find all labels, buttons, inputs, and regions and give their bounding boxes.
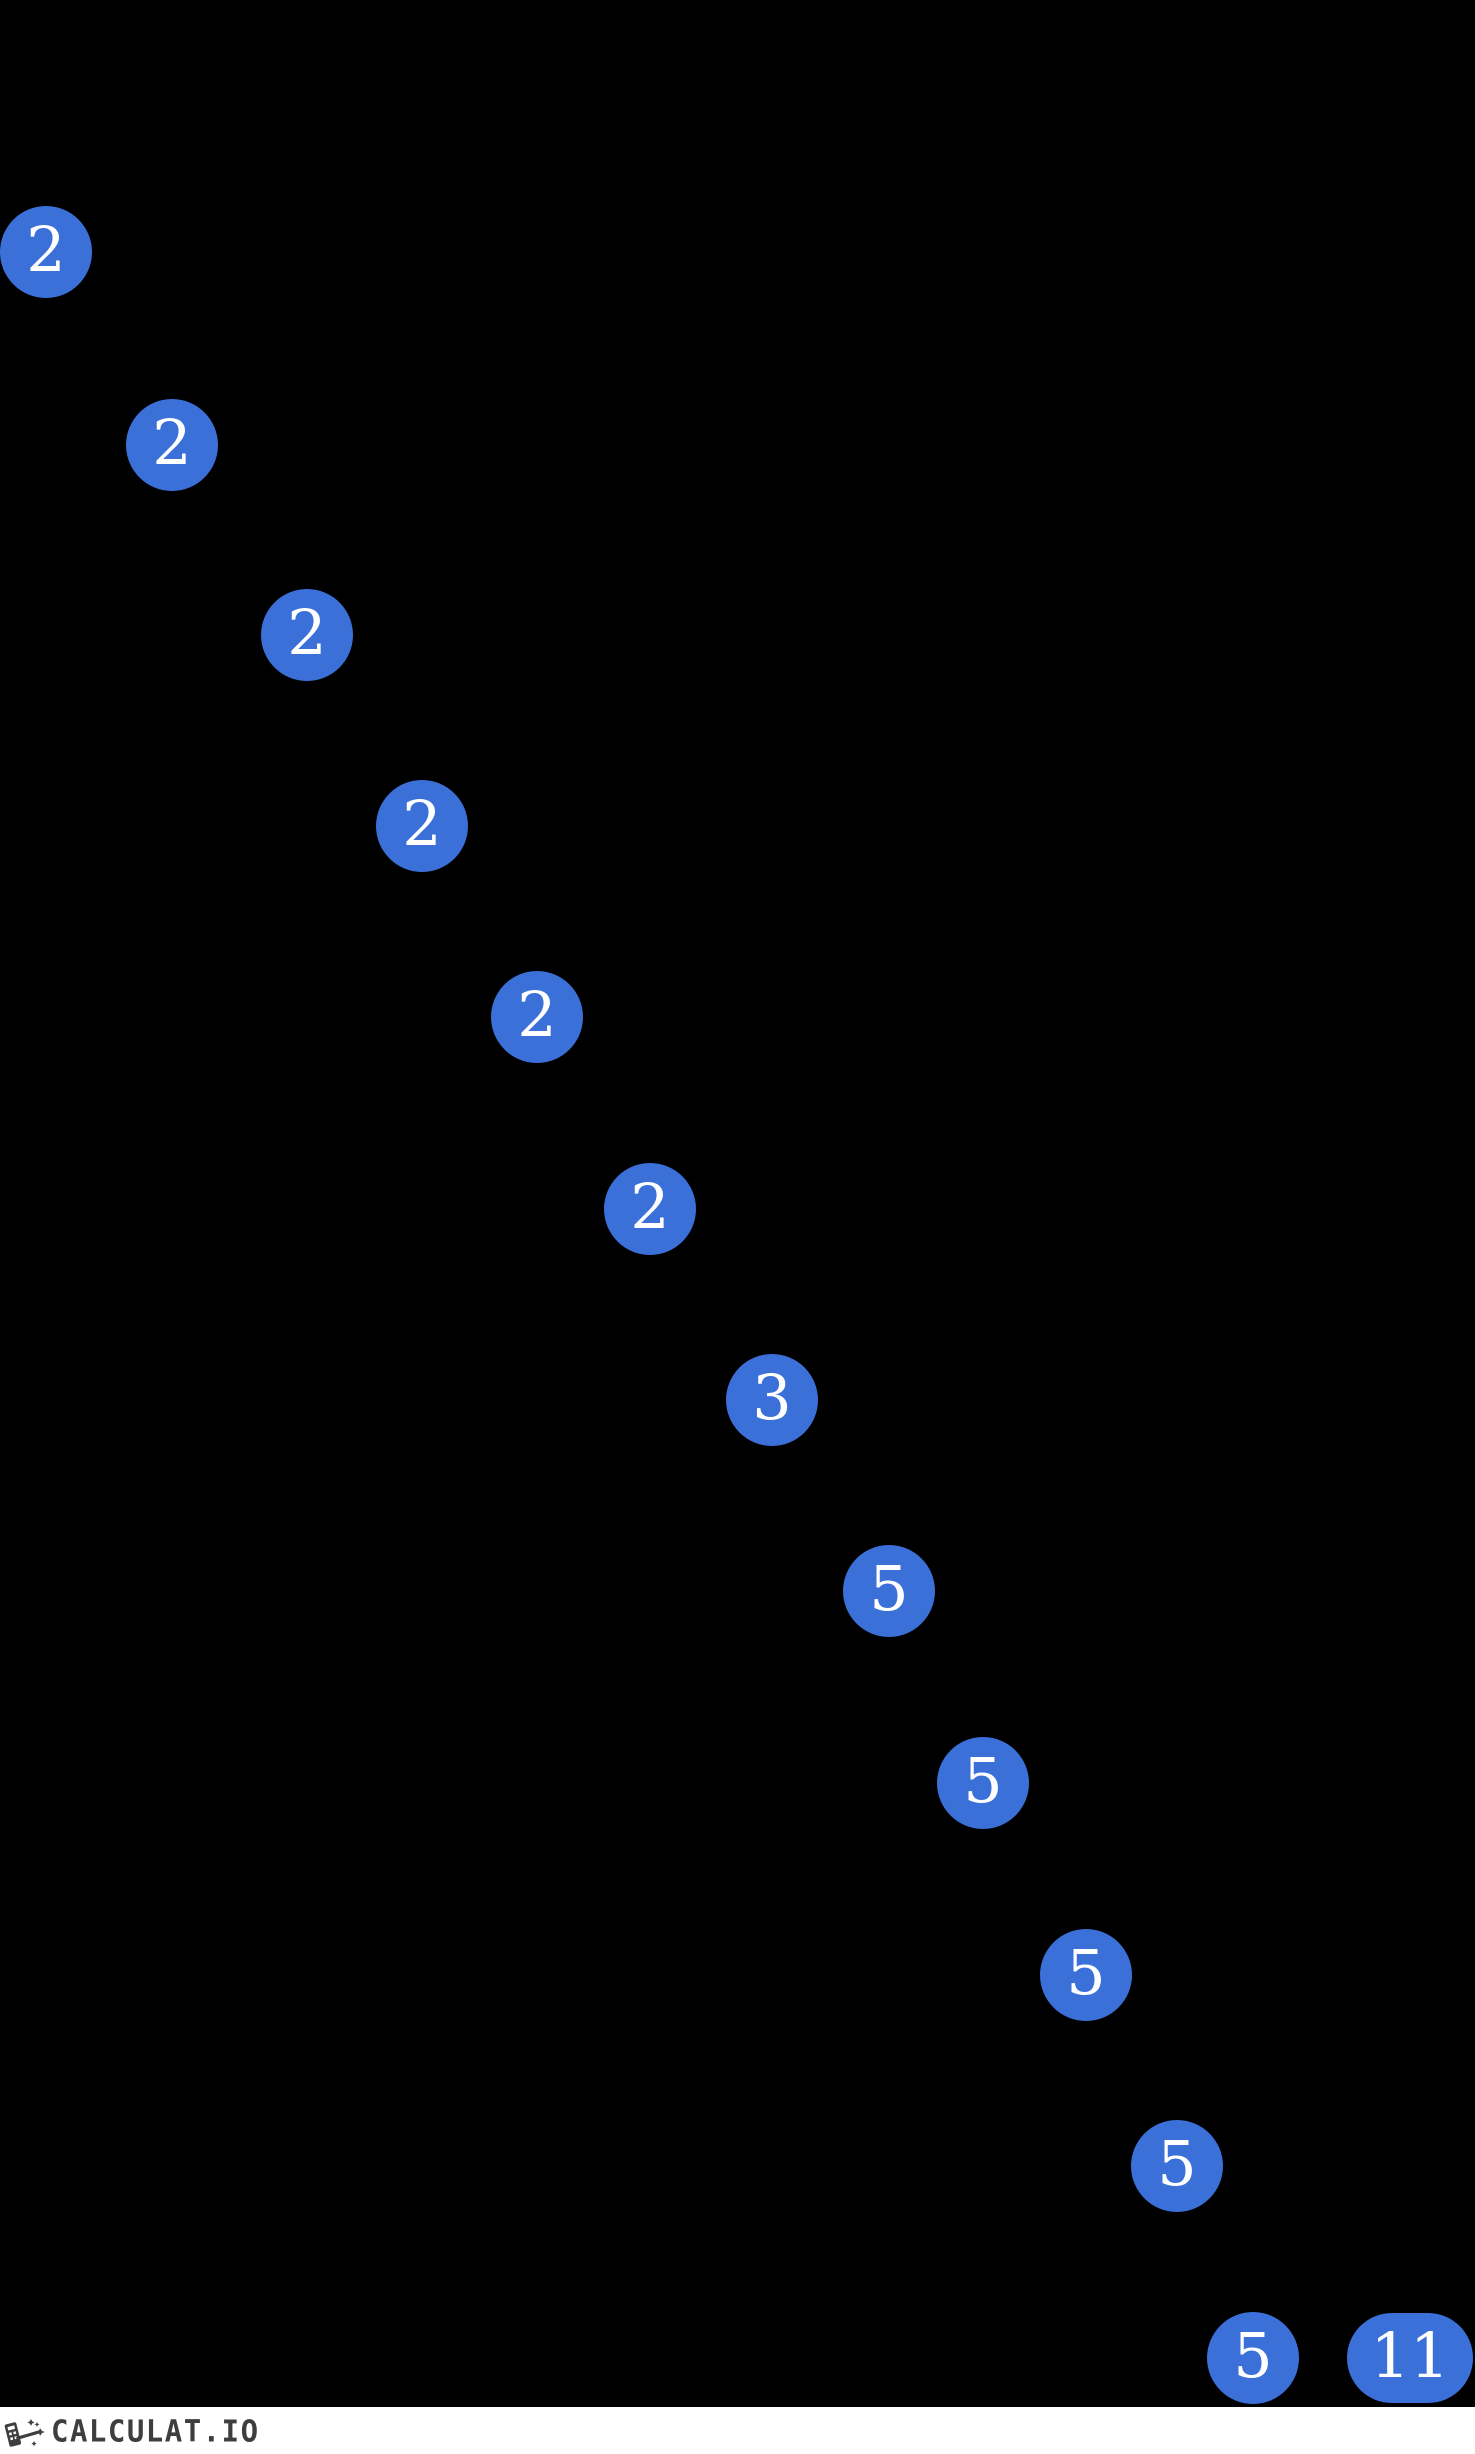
prime-factor-label: 5 xyxy=(1066,1936,1106,2009)
prime-factor-label: 5 xyxy=(869,1552,909,1625)
prime-factor-label: 2 xyxy=(287,596,327,669)
prime-factor-node: 2 xyxy=(126,399,218,491)
prime-factor-node: 11 xyxy=(1347,2313,1473,2403)
prime-factor-label: 2 xyxy=(402,787,442,860)
prime-factor-label: 2 xyxy=(26,213,66,286)
watermark-text: CALCULAT.IO xyxy=(51,2412,260,2449)
watermark-bar: CALCULAT.IO xyxy=(0,2407,1475,2454)
prime-factor-node: 5 xyxy=(843,1545,935,1637)
prime-factor-node: 2 xyxy=(376,780,468,872)
prime-factor-node: 2 xyxy=(491,971,583,1063)
prime-factor-label: 5 xyxy=(1233,2319,1273,2392)
prime-factor-node: 5 xyxy=(1207,2312,1299,2404)
prime-factor-label: 2 xyxy=(517,978,557,1051)
prime-factor-label: 3 xyxy=(752,1361,792,1434)
prime-factor-label: 5 xyxy=(963,1744,1003,1817)
prime-factor-node: 2 xyxy=(604,1163,696,1255)
prime-factor-label: 11 xyxy=(1370,2319,1450,2392)
calculator-wand-icon xyxy=(4,2418,45,2447)
prime-factor-label: 2 xyxy=(152,406,192,479)
prime-factor-node: 5 xyxy=(937,1737,1029,1829)
prime-factor-label: 2 xyxy=(630,1170,670,1243)
prime-factor-node: 3 xyxy=(726,1354,818,1446)
calculat-io-logo xyxy=(4,2414,48,2448)
prime-factor-node: 2 xyxy=(0,206,92,298)
prime-factor-node: 5 xyxy=(1040,1929,1132,2021)
prime-factor-node: 2 xyxy=(261,589,353,681)
prime-factor-label: 5 xyxy=(1157,2127,1197,2200)
prime-factor-node: 5 xyxy=(1131,2120,1223,2212)
